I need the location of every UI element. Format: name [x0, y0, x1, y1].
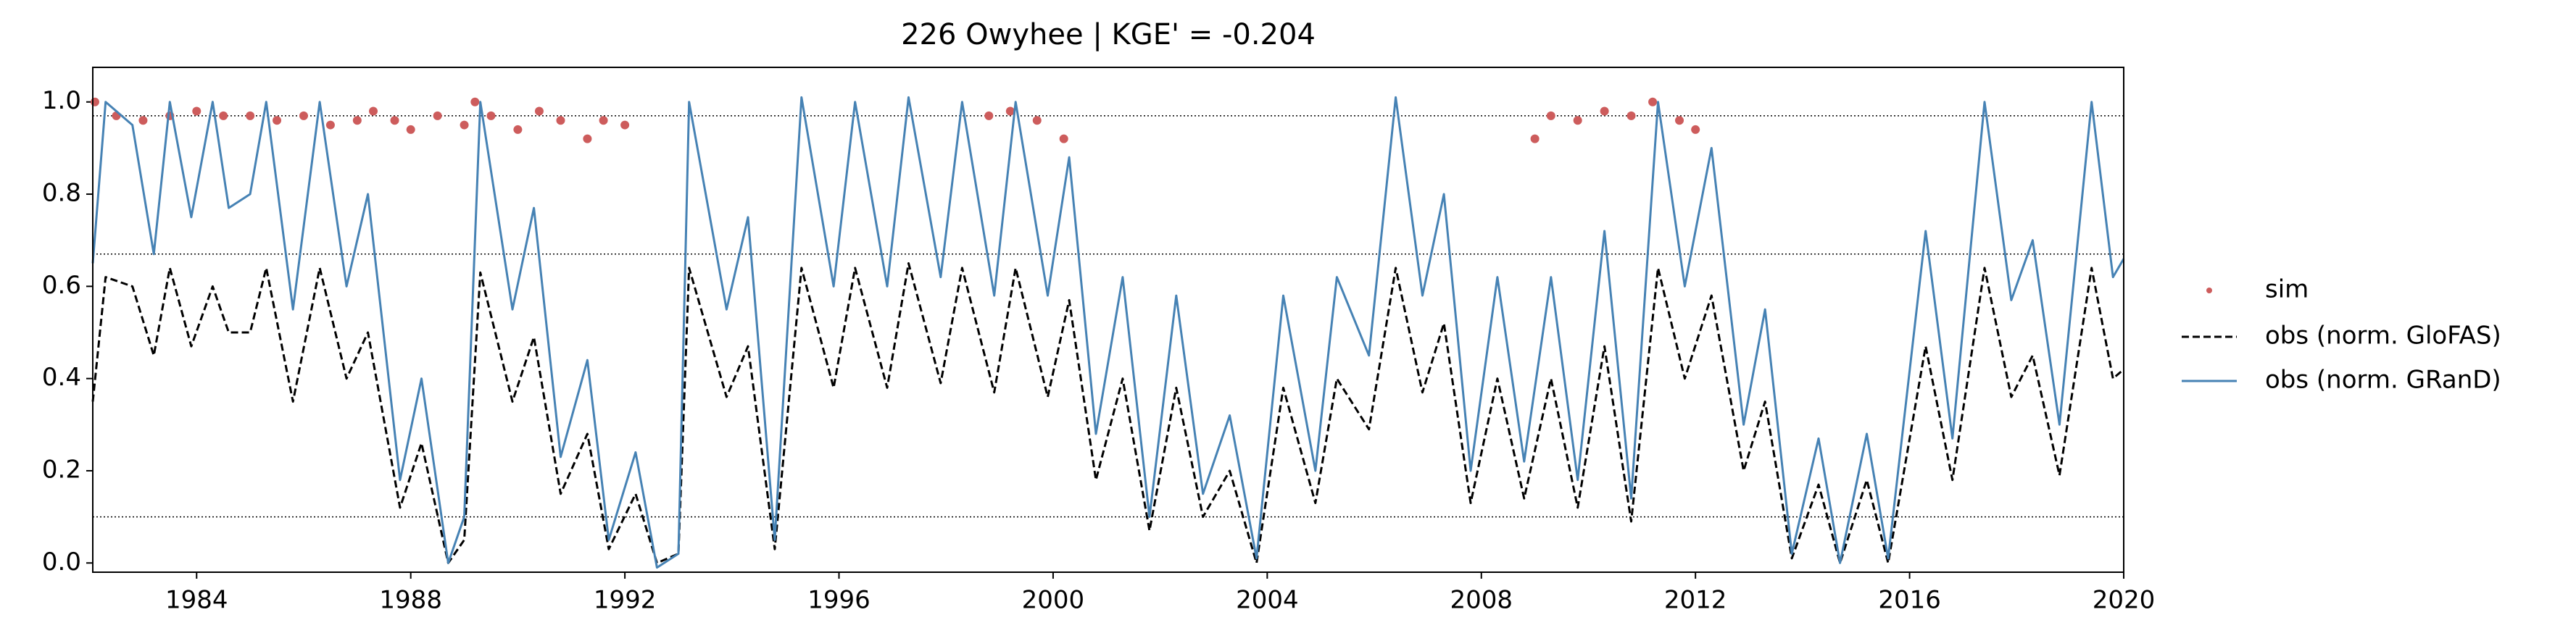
- sim-point: [1059, 134, 1068, 143]
- sim-point: [556, 116, 565, 125]
- sim-point: [1032, 116, 1042, 125]
- sim-point: [273, 116, 282, 125]
- x-tick-label: 1988: [379, 586, 442, 615]
- legend-label: obs (norm. GRanD): [2265, 366, 2501, 395]
- sim-point: [513, 125, 523, 134]
- series-line: [91, 96, 2125, 569]
- sim-point: [583, 134, 592, 143]
- sim-point: [1546, 111, 1555, 120]
- x-tick-label: 2000: [1022, 586, 1085, 615]
- y-tick-label: 0.8: [42, 179, 81, 208]
- series-line: [91, 262, 2124, 564]
- sim-point: [406, 125, 415, 134]
- sim-point: [1626, 111, 1636, 120]
- sim-point: [460, 120, 469, 130]
- sim-point: [1005, 106, 1015, 116]
- x-tick-label: 1992: [594, 586, 657, 615]
- y-tick-label: 0.2: [42, 455, 81, 484]
- legend-marker: [2206, 288, 2212, 293]
- sim-point: [1573, 116, 1582, 125]
- sim-point: [984, 111, 994, 120]
- sim-point: [534, 106, 544, 116]
- sim-point: [138, 116, 148, 125]
- sim-point: [90, 97, 99, 106]
- x-tick-label: 2016: [1878, 586, 1941, 615]
- sim-point: [1691, 125, 1700, 134]
- plot-frame: [92, 67, 2124, 573]
- x-tick-label: 2008: [1450, 586, 1513, 615]
- legend-label: sim: [2265, 275, 2309, 304]
- sim-point: [620, 120, 630, 130]
- sim-point: [246, 111, 255, 120]
- sim-point: [433, 111, 442, 120]
- y-tick-label: 0.6: [42, 271, 81, 300]
- x-tick-label: 1984: [165, 586, 228, 615]
- sim-point: [599, 116, 608, 125]
- y-tick-label: 0.0: [42, 548, 81, 577]
- legend-label: obs (norm. GloFAS): [2265, 322, 2501, 351]
- sim-point: [299, 111, 308, 120]
- chart-title: 226 Owyhee | KGE' = -0.204: [901, 18, 1316, 51]
- sim-point: [352, 116, 362, 125]
- x-tick-label: 2020: [2093, 586, 2156, 615]
- x-tick-label: 1996: [807, 586, 871, 615]
- sim-point: [1675, 116, 1684, 125]
- sim-point: [219, 111, 228, 120]
- sim-point: [470, 97, 480, 106]
- sim-point: [1648, 97, 1658, 106]
- x-tick-label: 2004: [1236, 586, 1299, 615]
- x-tick-label: 2012: [1664, 586, 1727, 615]
- sim-point: [325, 120, 335, 130]
- sim-point: [486, 111, 496, 120]
- sim-point: [1530, 134, 1540, 143]
- sim-point: [368, 106, 378, 116]
- y-tick-label: 1.0: [42, 86, 81, 115]
- sim-point: [390, 116, 399, 125]
- sim-point: [192, 106, 201, 116]
- y-tick-label: 0.4: [42, 363, 81, 392]
- sim-point: [1600, 106, 1609, 116]
